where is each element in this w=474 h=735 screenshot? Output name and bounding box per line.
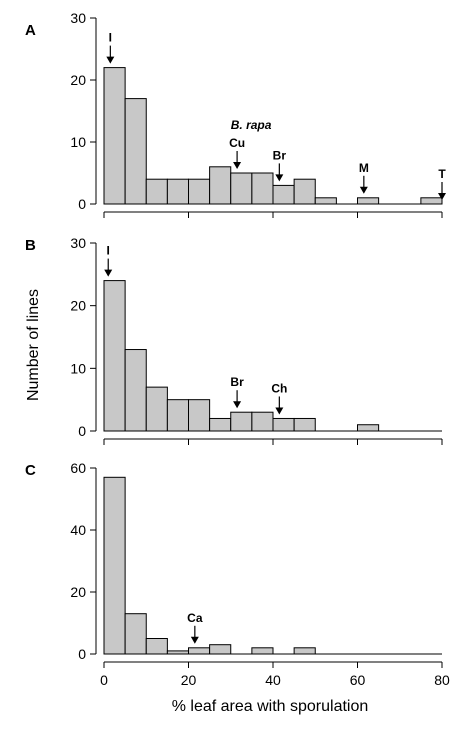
histogram-bar <box>251 172 274 205</box>
histogram-bar <box>209 644 232 655</box>
annotation-arrow-head <box>190 636 199 644</box>
histogram-bar <box>272 417 295 432</box>
histogram-bar <box>166 178 189 205</box>
histogram-bar <box>251 411 274 432</box>
histogram-bar <box>124 613 147 655</box>
panel-b: B 0 10 20 30 I Br Ch <box>25 235 443 445</box>
y-axis-label: Number of lines <box>25 289 42 401</box>
panel-c: C 0 20 40 60 0 20 40 60 80 Ca <box>25 460 450 688</box>
y-tick-label: 10 <box>70 134 86 150</box>
histogram-bar <box>188 399 211 432</box>
annotation-label: Br <box>230 375 244 389</box>
x-axis-label: % leaf area with sporulation <box>172 698 369 715</box>
annotation-arrow-head <box>233 162 242 169</box>
histogram-bar <box>357 424 380 432</box>
histogram-bar <box>251 647 274 655</box>
histogram-bar <box>188 647 211 655</box>
histogram-bar <box>103 476 126 655</box>
histogram-bar <box>314 197 337 205</box>
histogram-bar <box>293 178 316 205</box>
panel-label: B <box>25 237 36 254</box>
y-tick-label: 30 <box>70 10 86 26</box>
y-tick-label: 0 <box>78 196 86 212</box>
panel-label: C <box>25 462 36 479</box>
annotation-label: I <box>109 31 112 45</box>
y-tick-label: 10 <box>70 360 86 376</box>
panel-a: A 0 10 20 30 I Cu B. rapa Br M T <box>25 10 446 218</box>
histogram-bar <box>188 178 211 205</box>
x-tick-label: 0 <box>100 672 108 688</box>
histogram-bar <box>145 178 168 205</box>
y-tick-label: 20 <box>70 584 86 600</box>
histogram-bar <box>103 67 126 205</box>
histogram-bar <box>145 638 168 655</box>
annotation-label: Cu <box>229 136 245 150</box>
histogram-bar <box>293 647 316 655</box>
annotation-group-label: B. rapa <box>231 118 272 132</box>
annotation-arrow-head <box>275 407 284 415</box>
annotation-label: T <box>438 167 446 181</box>
histogram-panels: A 0 10 20 30 I Cu B. rapa Br M T B 0 10 20 30 I Br Ch C 0 20 4… <box>25 10 450 688</box>
histogram-bar <box>103 280 126 432</box>
histogram-bar <box>230 172 253 205</box>
histogram-bar <box>357 197 380 205</box>
annotation-label: Ch <box>271 381 287 395</box>
histogram-bar <box>145 386 168 432</box>
annotation-arrow-head <box>438 193 446 200</box>
y-tick-label: 30 <box>70 235 86 251</box>
annotation-label: Br <box>273 148 287 162</box>
panel-label: A <box>25 22 36 39</box>
histogram-bar <box>272 184 295 205</box>
histogram-bar <box>166 399 189 432</box>
annotation-label: I <box>107 244 110 258</box>
annotation-arrow-head <box>104 269 113 277</box>
y-tick-label: 20 <box>70 298 86 314</box>
y-tick-label: 0 <box>78 646 86 662</box>
annotation-arrow-head <box>359 186 368 194</box>
histogram-bar <box>209 417 232 432</box>
annotation-label: M <box>359 161 369 175</box>
histogram-bar <box>124 349 147 432</box>
y-tick-label: 0 <box>78 423 86 439</box>
histogram-bar <box>293 417 316 432</box>
x-tick-label: 40 <box>265 672 281 688</box>
histogram-bar <box>209 166 232 205</box>
histogram-bar <box>420 197 443 205</box>
histogram-bar <box>230 411 253 432</box>
x-tick-label: 80 <box>434 672 450 688</box>
annotation-label: Ca <box>187 611 203 625</box>
annotation-arrow-head <box>106 56 115 64</box>
y-tick-label: 60 <box>70 460 86 476</box>
x-tick-label: 60 <box>350 672 366 688</box>
annotation-arrow-head <box>233 401 242 409</box>
annotation-arrow-head <box>275 174 284 182</box>
y-tick-label: 40 <box>70 522 86 538</box>
y-tick-label: 20 <box>70 72 86 88</box>
x-tick-label: 20 <box>181 672 197 688</box>
histogram-bar <box>124 98 147 205</box>
